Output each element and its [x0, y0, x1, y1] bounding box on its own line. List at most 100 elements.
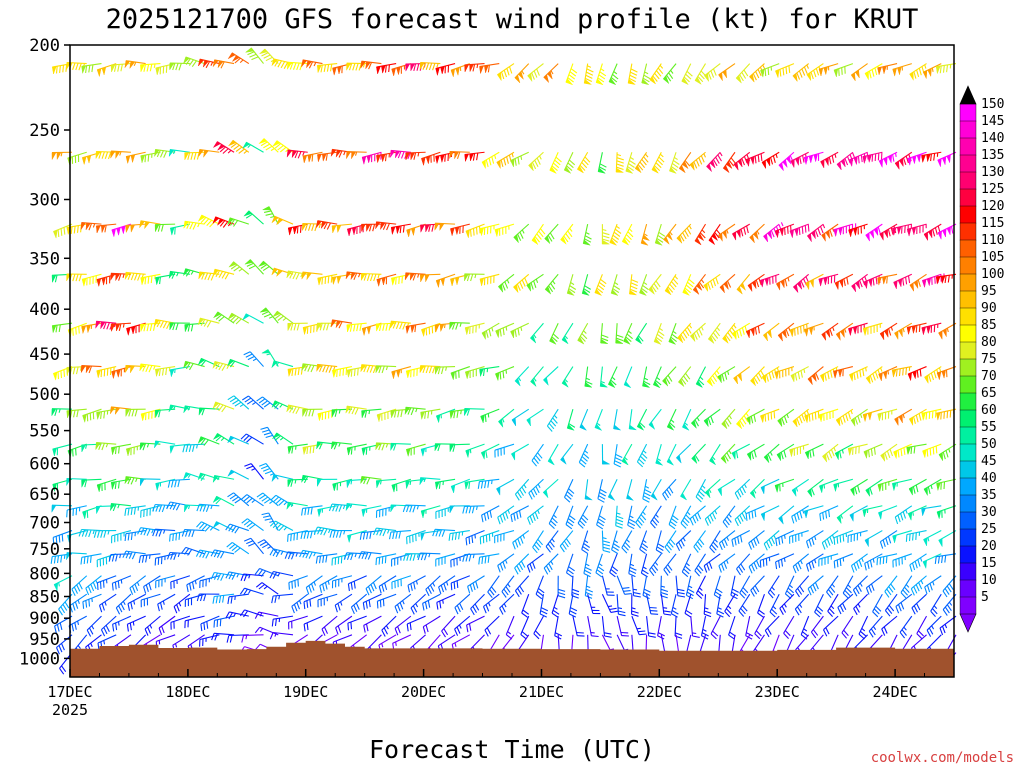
wind-barb — [127, 593, 146, 611]
wind-barb — [184, 615, 205, 629]
colorbar-bin — [959, 460, 977, 479]
wind-barb — [660, 594, 672, 616]
colorbar-label: 5 — [981, 590, 989, 605]
wind-barb — [639, 530, 649, 555]
colorbar-bin — [959, 154, 977, 173]
wind-barb — [477, 478, 500, 489]
wind-barb — [621, 443, 633, 466]
wind-barb — [615, 505, 624, 529]
wind-barb — [655, 530, 665, 555]
wind-barb — [863, 443, 883, 460]
wind-barb — [601, 616, 612, 638]
colorbar-label: 90 — [981, 301, 997, 316]
wind-barb — [805, 553, 824, 572]
wind-barb — [80, 365, 102, 374]
wind-barb — [578, 443, 590, 468]
wind-barb — [495, 322, 515, 339]
wind-barb — [833, 223, 857, 238]
wind-barb — [498, 408, 515, 429]
wind-barb — [582, 224, 592, 246]
wind-barb — [358, 551, 382, 560]
wind-barb — [625, 152, 636, 174]
wind-barb — [819, 505, 839, 521]
wind-barb — [302, 222, 323, 232]
wind-barb — [814, 593, 824, 618]
wind-barb — [125, 223, 146, 234]
colorbar-bin — [959, 528, 977, 547]
wind-barb — [303, 615, 323, 632]
wind-barb — [572, 616, 585, 637]
wind-barb — [640, 223, 651, 246]
wind-barb — [833, 366, 853, 380]
y-tick-label: 600 — [29, 455, 60, 475]
wind-barb — [650, 505, 662, 529]
wind-barb — [240, 573, 264, 582]
wind-barb — [718, 530, 736, 551]
colorbar-bin — [959, 358, 977, 377]
colorbar-label: 150 — [981, 97, 1004, 112]
wind-barb — [140, 593, 161, 608]
wind-barb — [754, 615, 765, 640]
wind-barb — [584, 479, 594, 501]
colorbar-label: 75 — [981, 352, 997, 367]
wind-barb — [365, 575, 382, 596]
wind-barb — [650, 478, 662, 501]
wind-barb — [722, 505, 736, 528]
wind-barb — [450, 63, 470, 78]
wind-barb — [287, 322, 308, 332]
wind-barb — [876, 553, 898, 566]
wind-barb — [722, 151, 737, 174]
wind-barb — [587, 616, 599, 638]
wind-barb — [329, 529, 352, 538]
wind-barb — [533, 615, 544, 640]
wind-barb — [806, 63, 824, 82]
wind-barb — [757, 594, 765, 618]
wind-barb — [628, 553, 637, 578]
wind-barb — [879, 322, 898, 341]
wind-barb — [583, 63, 594, 85]
colorbar-bin — [959, 307, 977, 326]
wind-barb — [259, 307, 279, 324]
wind-barb — [50, 553, 73, 564]
wind-barb — [717, 478, 736, 497]
wind-barb — [792, 553, 810, 574]
wind-barb — [96, 223, 117, 234]
wind-barb — [140, 273, 161, 286]
wind-barb — [709, 530, 721, 554]
wind-barb — [125, 151, 146, 165]
wind-barb — [80, 222, 102, 231]
wind-barb — [528, 478, 544, 500]
wind-barb — [139, 363, 161, 373]
colorbar-bin — [959, 188, 977, 207]
wind-barb — [551, 594, 560, 618]
wind-barb — [938, 530, 957, 548]
wind-barb — [936, 366, 957, 381]
wind-barb — [731, 530, 750, 547]
wind-barb — [668, 505, 679, 530]
wind-barb — [95, 150, 117, 160]
wind-barb — [85, 575, 102, 596]
colorbar-top-arrow — [959, 85, 977, 105]
wind-barb — [774, 223, 795, 239]
wind-barb — [655, 444, 664, 466]
ground-fill — [70, 640, 954, 677]
colorbar-label: 25 — [981, 522, 997, 537]
wind-barb — [271, 593, 294, 604]
wind-barb — [243, 210, 264, 225]
wind-barb — [466, 615, 485, 633]
wind-barb — [315, 220, 338, 230]
colorbar-bin — [959, 545, 977, 564]
wind-barb — [934, 553, 957, 564]
wind-barb — [820, 151, 839, 169]
wind-barb — [710, 615, 721, 640]
wind-barb — [750, 575, 765, 597]
wind-barb — [636, 408, 648, 431]
x-axis: 17DEC 18DEC 19DEC 20DEC 21DEC 22DEC 23DEC 24DEC… — [47, 669, 925, 719]
wind-barb — [608, 63, 619, 86]
wind-barb — [184, 593, 205, 607]
wind-barb — [167, 478, 190, 488]
wind-barb — [406, 615, 426, 632]
wind-barb — [124, 60, 146, 70]
wind-barb — [406, 530, 426, 545]
wind-barb — [419, 61, 441, 71]
